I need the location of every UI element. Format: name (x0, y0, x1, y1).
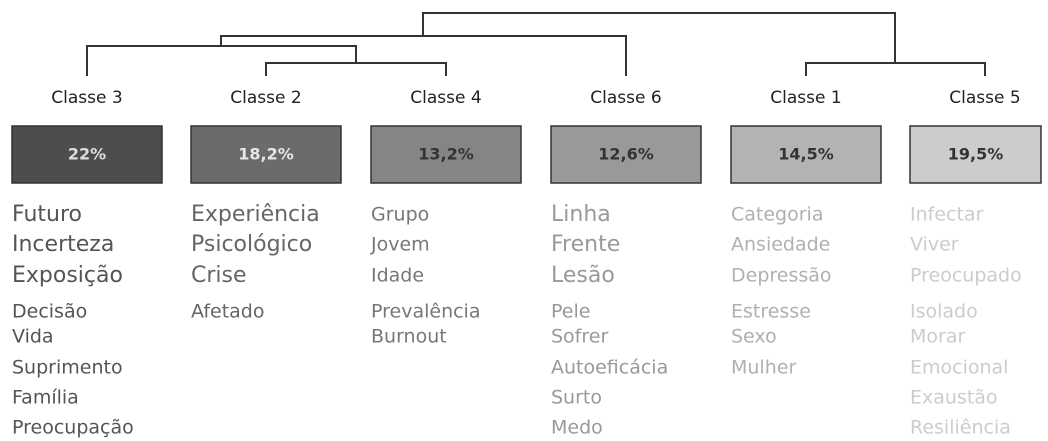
branch (805, 62, 986, 76)
word: Psicológico (191, 232, 312, 257)
class-box (11, 125, 163, 184)
word: Estresse (731, 301, 811, 323)
word: Crise (191, 263, 247, 288)
class-name: Classe 5 (949, 88, 1020, 108)
word: Infectar (910, 204, 984, 226)
class-percent: 18,2% (238, 145, 294, 164)
word: Futuro (12, 202, 82, 227)
branch (265, 62, 447, 76)
word: Incerteza (12, 232, 114, 257)
word: Isolado (910, 301, 978, 323)
word: Resiliência (910, 417, 1011, 439)
word: Surto (551, 387, 602, 409)
class-name: Classe 6 (590, 88, 661, 108)
word: Sofrer (551, 326, 608, 348)
word: Exposição (12, 263, 123, 288)
class-box (370, 125, 522, 184)
word: Suprimento (12, 357, 123, 379)
class-box (909, 125, 1042, 184)
class-percent: 22% (68, 145, 106, 164)
word: Depressão (731, 265, 832, 287)
class-box (550, 125, 702, 184)
class-percent: 13,2% (418, 145, 474, 164)
word: Prevalência (371, 301, 480, 323)
word: Grupo (371, 204, 429, 226)
class-percent: 19,5% (948, 145, 1004, 164)
class-name: Classe 4 (410, 88, 481, 108)
word: Medo (551, 417, 603, 439)
class-percent: 12,6% (598, 145, 654, 164)
word: Burnout (371, 326, 447, 348)
class-box (190, 125, 342, 184)
class-name: Classe 2 (230, 88, 301, 108)
branch (220, 35, 627, 76)
word: Viver (910, 234, 959, 256)
tree-lines (86, 12, 986, 76)
branch (86, 45, 357, 76)
word: Preocupação (12, 417, 134, 439)
word: Vida (12, 326, 54, 348)
branch (422, 12, 896, 63)
word: Sexo (731, 326, 777, 348)
class-name: Classe 3 (51, 88, 122, 108)
class-name: Classe 1 (770, 88, 841, 108)
word: Linha (551, 202, 611, 227)
word: Morar (910, 326, 965, 348)
word: Jovem (370, 234, 430, 256)
word: Mulher (731, 357, 796, 379)
word: Experiência (191, 202, 320, 227)
class-box (730, 125, 882, 184)
word: Família (12, 387, 79, 409)
class-percent: 14,5% (778, 145, 834, 164)
word: Frente (551, 232, 620, 257)
word: Idade (371, 265, 424, 287)
word: Pele (551, 301, 590, 323)
word: Categoria (731, 204, 823, 226)
word: Autoeficácia (551, 357, 668, 379)
word: Exaustão (910, 387, 998, 409)
word: Lesão (551, 263, 615, 288)
word: Afetado (191, 301, 264, 323)
word: Decisão (12, 301, 87, 323)
word: Preocupado (910, 265, 1022, 287)
word: Emocional (910, 357, 1008, 379)
word: Ansiedade (731, 234, 830, 256)
